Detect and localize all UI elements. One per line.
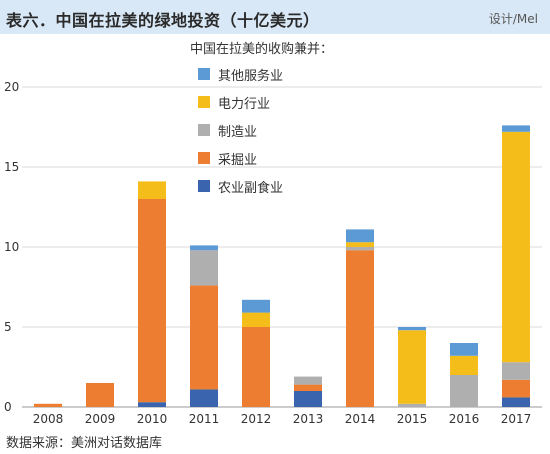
legend: 中国在拉美的收购兼并： 其他服务业电力行业制造业采掘业农业副食业 [190,40,410,200]
x-tick-label: 2015 [397,412,428,426]
y-tick-label: 5 [4,320,12,334]
designer-credit: 设计/Mel [488,12,538,26]
bar-segment [450,375,478,407]
legend-swatch [198,152,210,164]
bar-segment [34,403,62,407]
bar-segment [502,362,530,380]
bar-segment [450,343,478,356]
y-tick-label: 20 [4,80,19,94]
y-tick-label: 0 [4,400,12,414]
bar-segment [138,181,166,199]
legend-swatch [198,180,210,192]
bar-segment [242,299,270,313]
bar-segment [190,250,218,286]
bar-segment [398,327,426,331]
bar-segment [138,402,166,407]
bar-segment [346,247,374,251]
x-tick-label: 2017 [501,412,532,426]
x-tick-label: 2011 [189,412,220,426]
bar-segment [242,312,270,327]
legend-label: 采掘业 [218,152,258,168]
bar-segment [190,245,218,251]
header-bar: 表六．中国在拉美的绿地投资（十亿美元） 设计/Mel [0,0,550,34]
bar-segment [346,250,374,407]
legend-label: 制造业 [218,124,258,140]
legend-item: 其他服务业 [190,60,410,88]
bar-segment [294,391,322,407]
x-tick-label: 2012 [241,412,272,426]
legend-title: 中国在拉美的收购兼并： [190,42,334,57]
legend-item: 农业副食业 [190,172,410,200]
legend-label: 其他服务业 [218,68,284,84]
bar-segment [450,355,478,375]
legend-label: 农业副食业 [218,180,284,196]
bar-segment [190,285,218,390]
bar-segment [398,403,426,407]
axis-layer: 0 5 10 15 20 2008 2009 2010 2011 2012 2013 2014 2015… [4,80,531,426]
y-tick-label: 15 [4,160,19,174]
legend-item: 电力行业 [190,88,410,116]
x-tick-label: 2016 [449,412,480,426]
x-tick-label: 2014 [345,412,376,426]
legend-swatch [198,124,210,136]
bar-segment [190,389,218,407]
bar-segment [346,242,374,247]
stacked-bar-chart: 0 5 10 15 20 2008 2009 2010 2011 2012 2013 2014 2015… [4,80,542,426]
bar-segment [86,383,114,407]
bar-segment [294,384,322,391]
x-tick-label: 2009 [85,412,116,426]
bar-segment [502,379,530,398]
chart-title: 表六．中国在拉美的绿地投资（十亿美元） [6,11,320,30]
bar-segment [398,330,426,404]
legend-items: 其他服务业电力行业制造业采掘业农业副食业 [190,60,410,200]
bar-segment [138,199,166,403]
legend-item: 制造业 [190,116,410,144]
bar-segment [294,376,322,385]
bar-segment [502,397,530,407]
data-source: 数据来源：美洲对话数据库 [6,436,163,451]
x-tick-label: 2008 [33,412,64,426]
legend-item: 采掘业 [190,144,410,172]
x-tick-label: 2013 [293,412,324,426]
bar-segment [502,131,530,363]
bars-layer [34,125,530,407]
x-tick-label: 2010 [137,412,168,426]
y-tick-label: 10 [4,240,19,254]
legend-swatch [198,68,210,80]
bar-segment [502,125,530,132]
bar-segment [242,327,270,407]
legend-swatch [198,96,210,108]
legend-label: 电力行业 [218,96,271,112]
bar-segment [346,229,374,243]
